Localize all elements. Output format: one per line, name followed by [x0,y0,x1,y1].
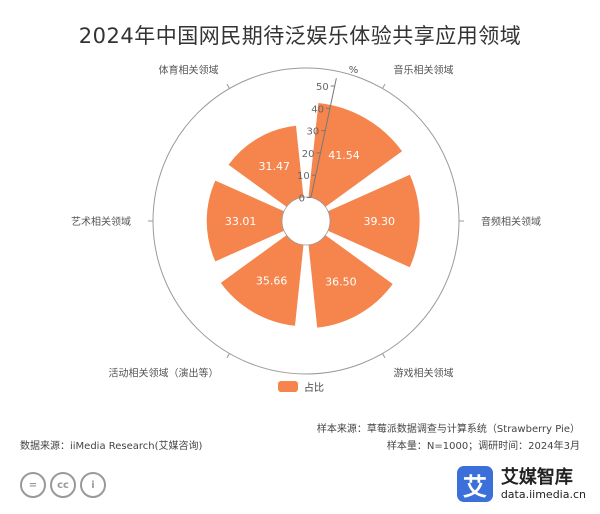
bar-1 [327,174,420,268]
category-label: 游戏相关领域 [394,367,454,380]
category-tick [382,83,386,89]
radial-axis-tick-label: 20 [302,149,315,160]
category-tick [226,353,230,359]
bar-4 [206,180,285,262]
legend-swatch [278,381,298,392]
license-icons: = cc i [20,472,106,498]
category-label: 音乐相关领域 [394,63,454,76]
category-label: 活动相关领域（演出等） [109,367,219,380]
logo-name: 艾媒智库 [500,466,573,488]
radial-axis-line [310,78,337,198]
radial-axis-unit: % [349,65,359,76]
bar-value-label: 33.01 [225,215,257,228]
category-tick [226,83,230,89]
iimedia-logo[interactable]: 艾 艾媒智库 data.iimedia.cn [456,466,586,502]
category-label: 音频相关领域 [481,215,541,228]
chart-legend[interactable]: 占比 [278,379,324,394]
chart-title: 2024年中国网民期待泛娱乐体验共享应用领域 [78,24,522,48]
bar-5 [228,125,304,207]
data-source: 数据来源：iiMedia Research(艾媒咨询) [20,441,203,452]
category-label: 体育相关领域 [159,63,219,76]
category-label: 艺术相关领域 [71,215,131,228]
bar-value-label: 39.30 [364,215,396,228]
radial-axis-tick-label: 30 [306,127,319,138]
radial-axis-tick-label: 10 [297,171,310,182]
legend-label: 占比 [304,383,324,394]
logo-mark-icon: 艾 [456,466,493,502]
bar-0 [308,102,403,207]
bar-value-label: 31.47 [259,160,291,173]
bar-value-label: 35.66 [256,275,288,288]
bar-value-label: 36.50 [325,275,357,288]
bar-3 [220,235,304,326]
bar-2 [308,235,393,328]
bar-value-label: 41.54 [328,149,360,162]
category-tick [382,353,386,359]
logo-url: data.iimedia.cn [500,487,586,501]
center-hole [281,196,331,246]
sample-source: 样本来源：草莓派数据调查与计算系统（Strawberry Pie） [316,424,580,435]
attribution-icon: i [80,472,106,498]
radial-axis-tick-label: 50 [316,82,329,93]
creative-commons-icon: cc [50,472,76,498]
radial-axis-tick-label: 40 [311,104,324,115]
radial-axis-tick-label: 0 [299,194,305,205]
no-derivatives-icon: = [20,472,46,498]
sample-size: 样本量：N=1000；调研时间：2024年3月 [386,441,580,452]
